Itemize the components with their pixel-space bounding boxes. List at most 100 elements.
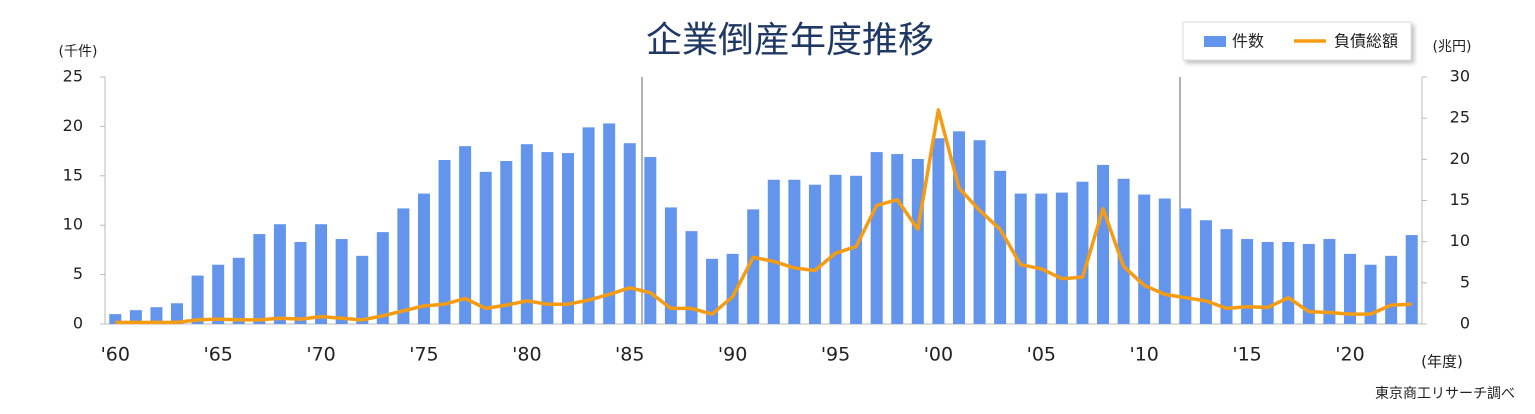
bar	[1055, 192, 1068, 324]
bar	[685, 231, 698, 324]
bar	[1220, 229, 1233, 324]
legend-label: 件数	[1232, 32, 1264, 51]
bar	[356, 255, 369, 324]
y2-tick-label: 20	[1450, 149, 1470, 168]
bar	[952, 131, 965, 324]
y-tick-label: 15	[63, 165, 83, 184]
bar	[603, 123, 616, 324]
bar	[191, 275, 204, 324]
bar	[520, 144, 533, 324]
bar	[1117, 178, 1130, 324]
bar	[376, 232, 389, 324]
bar	[706, 258, 719, 324]
bar	[850, 175, 863, 324]
bar	[870, 152, 883, 324]
bar	[294, 241, 307, 324]
y-tick-label: 0	[73, 314, 83, 333]
bar	[582, 127, 595, 324]
y2-tick-label: 10	[1450, 231, 1470, 250]
bar	[1385, 255, 1398, 324]
bar	[273, 224, 286, 324]
bar	[1282, 241, 1295, 324]
bar	[932, 138, 945, 324]
x-tick-label: '75	[409, 344, 438, 366]
bar	[438, 159, 451, 324]
x-tick-label: '05	[1027, 344, 1056, 366]
x-tick-label: '10	[1129, 344, 1158, 366]
bar	[808, 184, 821, 324]
bar	[315, 224, 328, 324]
x-tick-label: '85	[615, 344, 644, 366]
bar	[829, 174, 842, 324]
bar	[994, 170, 1007, 324]
bar	[1323, 239, 1336, 324]
bar	[664, 207, 677, 324]
legend-swatch	[1204, 36, 1226, 47]
x-tick-label: '60	[101, 344, 130, 366]
bar	[150, 307, 163, 324]
y2-tick-label: 25	[1450, 108, 1470, 127]
bar	[479, 171, 492, 324]
bar	[253, 234, 266, 324]
bar	[109, 314, 122, 324]
x-tick-label: '00	[924, 344, 953, 366]
y-tick-label: 25	[63, 67, 83, 86]
source-note: 東京商工リサーチ調べ	[1375, 386, 1515, 402]
bar	[1158, 198, 1171, 324]
bar	[644, 157, 657, 324]
bar	[1302, 243, 1315, 324]
bar	[767, 179, 780, 324]
bar	[1014, 193, 1027, 324]
y2-tick-label: 5	[1460, 272, 1470, 291]
bar	[212, 264, 225, 324]
line	[115, 108, 1412, 325]
y2-tick-label: 30	[1450, 67, 1470, 86]
bar	[171, 303, 184, 324]
x-tick-label: '90	[718, 344, 747, 366]
x-tick-label: '65	[203, 344, 232, 366]
bar	[541, 152, 554, 324]
bar	[973, 140, 986, 324]
bar	[500, 160, 513, 324]
bar	[911, 159, 924, 324]
bar	[562, 153, 575, 324]
y-tick-label: 10	[63, 215, 83, 234]
y-tick-label: 5	[73, 264, 83, 283]
y2-tick-label: 0	[1460, 314, 1470, 333]
bar	[1199, 220, 1212, 324]
y-tick-label: 20	[63, 116, 83, 135]
x-tick-label: '20	[1335, 344, 1364, 366]
bar	[335, 239, 348, 324]
bar	[1179, 208, 1192, 324]
y-axis-unit: (千件)	[59, 44, 98, 60]
bar	[891, 154, 904, 324]
bar	[1364, 264, 1377, 324]
bar	[1035, 193, 1048, 324]
x-tick-label: '95	[821, 344, 850, 366]
bar	[129, 310, 142, 324]
bar	[747, 209, 760, 324]
bar	[1261, 241, 1274, 324]
bar	[459, 146, 472, 324]
bar	[1343, 253, 1356, 324]
bar	[1138, 194, 1151, 324]
bar	[726, 253, 739, 324]
bar	[1076, 181, 1089, 324]
bar	[1405, 235, 1418, 324]
bar	[232, 257, 245, 324]
x-tick-label: '15	[1232, 344, 1261, 366]
x-axis-unit: (年度)	[1421, 353, 1463, 371]
chart-title: 企業倒産年度推移	[646, 20, 934, 61]
x-tick-label: '80	[512, 344, 541, 366]
bar	[1097, 164, 1110, 324]
y2-tick-label: 15	[1450, 190, 1470, 209]
bar	[1241, 239, 1254, 324]
bar	[788, 179, 801, 324]
bar	[397, 208, 410, 324]
bar	[623, 143, 636, 324]
bar	[417, 193, 430, 324]
x-tick-label: '70	[306, 344, 335, 366]
y2-axis-unit: (兆円)	[1433, 39, 1472, 55]
